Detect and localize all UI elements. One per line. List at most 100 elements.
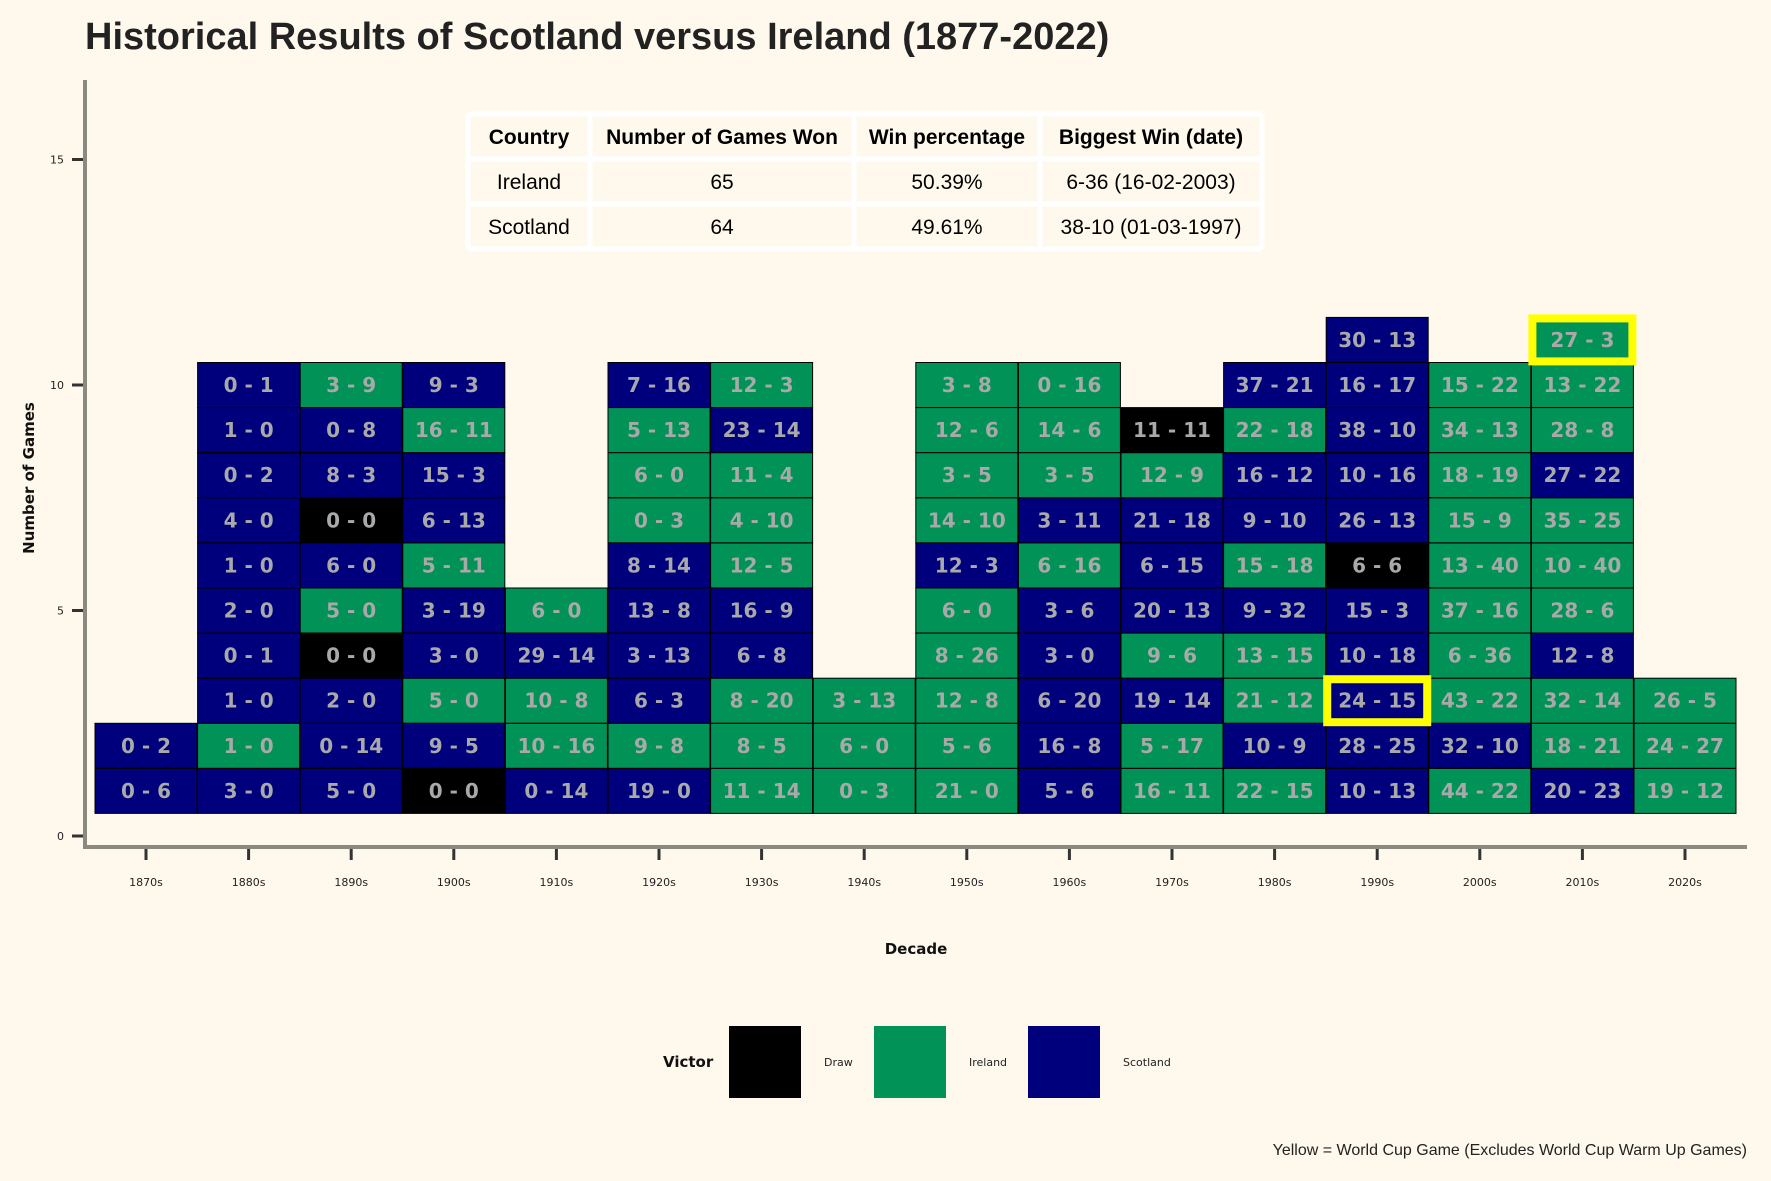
tile-score-label: 37 - 16: [1441, 599, 1519, 623]
tile-score-label: 9 - 32: [1243, 599, 1307, 623]
tile-scotland: [1325, 587, 1429, 634]
tile-ireland: [504, 587, 608, 634]
tile-score-label: 24 - 15: [1338, 689, 1416, 713]
tile-scotland: [402, 632, 506, 679]
tile-score-label: 0 - 2: [121, 734, 171, 758]
x-tick-label: 1970s: [1155, 876, 1189, 889]
x-tick-label: 1880s: [232, 876, 266, 889]
tile-score-label: 9 - 10: [1243, 508, 1307, 532]
tile-score-label: 10 - 40: [1543, 553, 1621, 577]
tile-score-label: 2 - 0: [224, 599, 274, 623]
tile-ireland: [1120, 632, 1224, 679]
tile-score-label: 16 - 12: [1236, 463, 1314, 487]
tile-score-label: 9 - 5: [429, 734, 479, 758]
x-tick-label: 1890s: [334, 876, 368, 889]
tile-scotland: [710, 407, 814, 454]
tile-scotland: [197, 362, 301, 408]
tile-scotland: [1017, 767, 1121, 814]
tile-score-label: 16 - 11: [415, 418, 493, 442]
tile-ireland: [915, 677, 1019, 724]
tile-ireland: [607, 722, 711, 769]
tile-score-label: 18 - 21: [1543, 734, 1621, 758]
tile-score-label: 10 - 16: [517, 734, 595, 758]
tile-ireland: [1428, 677, 1532, 724]
tile-score-label: 0 - 14: [524, 779, 588, 803]
tile-score-label: 6 - 0: [634, 463, 684, 487]
tile-scotland: [1017, 677, 1121, 724]
tile-ireland: [1530, 542, 1634, 589]
tile-score-label: 3 - 0: [429, 644, 479, 668]
tile-ireland: [1017, 452, 1121, 499]
tile-score-label: 6 - 36: [1448, 644, 1512, 668]
tile-ireland: [1530, 407, 1634, 454]
tile-score-label: 10 - 8: [524, 689, 588, 713]
tile-score-label: 43 - 22: [1441, 689, 1519, 713]
x-tick-label: 2020s: [1668, 876, 1702, 889]
tile-score-label: 6 - 0: [326, 553, 376, 577]
tile-scotland: [504, 632, 608, 679]
tile-score-label: 0 - 2: [224, 463, 274, 487]
x-tick-label: 1870s: [129, 876, 163, 889]
tile-score-label: 13 - 40: [1441, 553, 1519, 577]
tile-score-label: 10 - 16: [1338, 463, 1416, 487]
tile-scotland: [1223, 362, 1327, 408]
tile-score-label: 12 - 3: [730, 373, 794, 397]
tile-ireland: [915, 362, 1019, 408]
tile-score-label: 6 - 0: [839, 734, 889, 758]
tile-score-label: 15 - 3: [1345, 599, 1409, 623]
tile-scotland: [299, 542, 403, 589]
tile-draw: [299, 497, 403, 544]
tile-score-label: 22 - 18: [1236, 418, 1314, 442]
tile-score-label: 16 - 9: [730, 599, 794, 623]
tile-score-label: 26 - 5: [1653, 689, 1717, 713]
tile-score-label: 9 - 3: [429, 373, 479, 397]
tile-score-label: 5 - 0: [326, 599, 376, 623]
tile-scotland: [299, 767, 403, 814]
tile-score-label: 0 - 0: [326, 644, 376, 668]
tile-ireland: [1530, 316, 1634, 363]
tile-ireland: [1223, 407, 1327, 454]
tile-score-label: 16 - 17: [1338, 373, 1416, 397]
tile-score-label: 0 - 6: [121, 779, 171, 803]
tile-score-label: 9 - 8: [634, 734, 684, 758]
tile-score-label: 22 - 15: [1236, 779, 1314, 803]
tile-score-label: 7 - 16: [627, 373, 691, 397]
tile-ireland: [1017, 362, 1121, 408]
tile-score-label: 9 - 6: [1147, 644, 1197, 668]
table-cell: Scotland: [488, 216, 570, 239]
tile-score-label: 11 - 14: [723, 779, 801, 803]
tile-scotland: [197, 497, 301, 544]
legend-label: Draw: [824, 1056, 853, 1069]
tile-score-label: 0 - 1: [224, 373, 274, 397]
tile-score-label: 35 - 25: [1543, 508, 1621, 532]
tile-scotland: [1223, 497, 1327, 544]
tile-scotland: [402, 362, 506, 408]
tile-score-label: 16 - 11: [1133, 779, 1211, 803]
tile-ireland: [710, 542, 814, 589]
tile-score-label: 15 - 22: [1441, 373, 1519, 397]
tile-scotland: [607, 632, 711, 679]
tile-score-label: 6 - 6: [1352, 553, 1402, 577]
tile-score-label: 0 - 1: [224, 644, 274, 668]
tile-score-label: 20 - 13: [1133, 599, 1211, 623]
tile-scotland: [1223, 722, 1327, 769]
tile-score-label: 0 - 3: [634, 508, 684, 532]
tile-ireland: [812, 677, 916, 724]
tile-scotland: [1428, 722, 1532, 769]
tile-score-label: 12 - 9: [1140, 463, 1204, 487]
tile-score-label: 37 - 21: [1236, 373, 1314, 397]
tile-score-label: 27 - 3: [1550, 328, 1614, 352]
legend-label: Ireland: [969, 1056, 1007, 1069]
legend-key-ireland: [874, 1026, 946, 1098]
tile-ireland: [1223, 767, 1327, 814]
y-tick-label: 10: [50, 379, 64, 392]
x-tick-label: 1940s: [847, 876, 881, 889]
tile-scotland: [1017, 497, 1121, 544]
tile-scotland: [1017, 722, 1121, 769]
tile-scotland: [299, 677, 403, 724]
tile-score-label: 24 - 27: [1646, 734, 1724, 758]
tile-score-label: 23 - 14: [723, 418, 801, 442]
tile-score-label: 29 - 14: [517, 644, 595, 668]
tile-scotland: [1120, 497, 1224, 544]
tile-ireland: [607, 452, 711, 499]
